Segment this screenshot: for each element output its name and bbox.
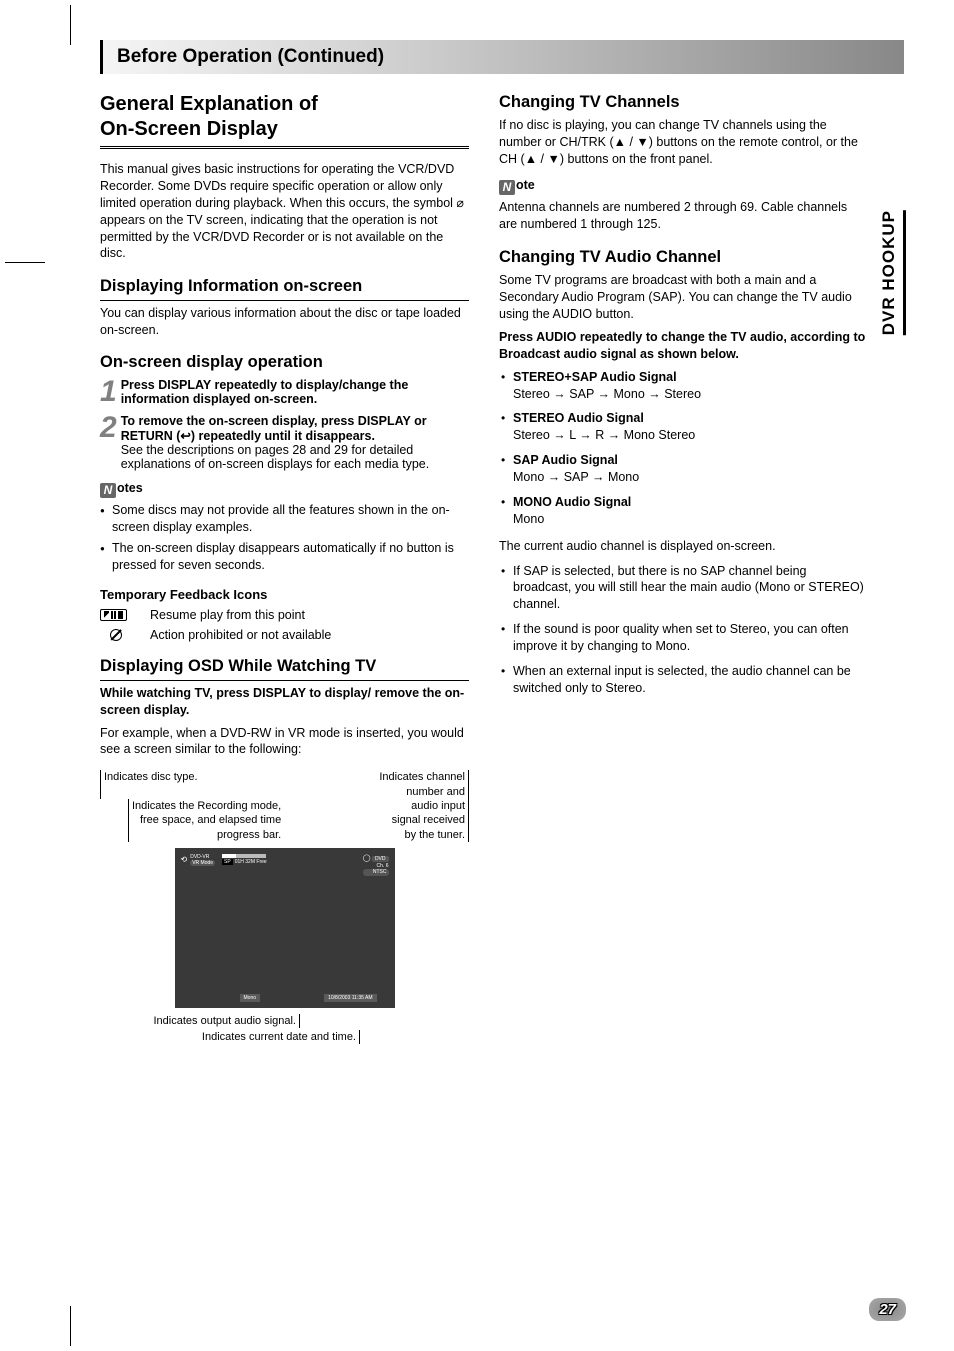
feedback-label: Resume play from this point [150, 608, 305, 622]
osd-sp: SP [222, 859, 233, 865]
audio-signal-list: STEREO+SAP Audio Signal Stereo → SAP → M… [499, 369, 868, 528]
osd-free: 01H 32M Free [235, 859, 267, 865]
txt: free space, and elapsed time [140, 814, 281, 826]
subheading-audio: Changing TV Audio Channel [499, 247, 868, 268]
left-column: General Explanation of On-Screen Display… [100, 92, 469, 1044]
osd-top-left: ⟲ DVD-VR VR Mode SP01H 32M Free [181, 854, 267, 866]
osd-ntsc: NTSC [363, 869, 389, 876]
content-columns: General Explanation of On-Screen Display… [100, 92, 904, 1044]
txt: progress bar. [217, 829, 281, 841]
txt: Indicates current date and time. [202, 1031, 356, 1043]
note-body: Antenna channels are numbered 2 through … [499, 199, 868, 233]
audio-intro: Some TV programs are broadcast with both… [499, 272, 868, 323]
osd-mono: Mono [240, 994, 261, 1002]
subheading-operation: On-screen display operation [100, 352, 469, 373]
txt: ) repeatedly until it disappears. [191, 429, 375, 443]
audio-note: If SAP is selected, but there is no SAP … [499, 563, 868, 614]
osd-screen: ⟲ DVD-VR VR Mode SP01H 32M Free ◯ DVD Ch… [175, 848, 395, 1008]
crop-mark [70, 1306, 71, 1346]
section-banner: Before Operation (Continued) [100, 40, 904, 74]
notes-suffix: otes [117, 481, 143, 495]
feedback-label: Action prohibited or not available [150, 628, 331, 642]
notes-list: Some discs may not provide all the featu… [100, 502, 469, 574]
signal-path: Mono [513, 512, 544, 526]
note-heading: Note [499, 178, 868, 195]
audio-notes-list: If SAP is selected, but there is no SAP … [499, 563, 868, 697]
note-icon: N [499, 180, 515, 195]
osd-body: For example, when a DVD-RW in VR mode is… [100, 725, 469, 759]
step-number-1: 1 [100, 378, 117, 405]
osd-dvd: DVD [372, 856, 389, 862]
signal-item: STEREO+SAP Audio Signal Stereo → SAP → M… [499, 369, 868, 403]
step-body: Press DISPLAY repeatedly to display/chan… [121, 378, 469, 406]
osd-label-disc: Indicates disc type. [100, 770, 198, 799]
signal-title: SAP Audio Signal [513, 453, 618, 467]
osd-disc-badge: DVD-VR [190, 854, 215, 860]
main-heading: General Explanation of On-Screen Display [100, 92, 469, 149]
osd-label-recmode: Indicates the Recording mode, free space… [128, 799, 281, 842]
osd-label-channel2: audio input signal received by the tuner… [392, 799, 469, 842]
prohibit-icon [100, 629, 150, 641]
intro-paragraph: This manual gives basic instructions for… [100, 161, 469, 262]
txt: by the tuner. [404, 829, 465, 841]
current-display: The current audio channel is displayed o… [499, 538, 868, 555]
step-1: 1 Press DISPLAY repeatedly to display/ch… [100, 378, 469, 406]
right-column: Changing TV Channels If no disc is playi… [499, 92, 868, 1044]
feedback-heading: Temporary Feedback Icons [100, 587, 469, 602]
audio-lead: Press AUDIO repeatedly to change the TV … [499, 329, 868, 363]
osd-diagram: Indicates disc type. Indicates channel n… [100, 770, 469, 1044]
tv-body: If no disc is playing, you can change TV… [499, 117, 868, 168]
osd-datetime: 10/8/2003 11:35 AM [324, 994, 376, 1002]
step-lead: To remove the on-screen display, press D… [121, 414, 427, 443]
feedback-prohibit: Action prohibited or not available [100, 628, 469, 642]
subheading-osd-tv: Displaying OSD While Watching TV [100, 656, 469, 680]
crop-mark [70, 5, 71, 45]
step-number-2: 2 [100, 414, 117, 441]
osd-mode-badge: VR Mode [190, 860, 215, 866]
osd-label-audio: Indicates output audio signal. [100, 1014, 300, 1028]
signal-item: MONO Audio Signal Mono [499, 494, 868, 528]
signal-item: STEREO Audio Signal Stereo → L → R → Mon… [499, 410, 868, 444]
signal-title: STEREO Audio Signal [513, 411, 644, 425]
step-text: Press DISPLAY repeatedly to display/chan… [121, 378, 409, 406]
signal-item: SAP Audio Signal Mono → SAP → Mono [499, 452, 868, 486]
txt: While watching TV, press DISPLAY to disp… [100, 686, 464, 717]
osd-top-right: ◯ DVD Ch. 6 NTSC [363, 854, 389, 876]
signal-path: Stereo → L → R → Mono Stereo [513, 428, 695, 442]
notes-heading: Notes [100, 481, 469, 498]
txt: Indicates the Recording mode, [132, 800, 281, 812]
osd-label-channel: Indicates channel number and [379, 770, 469, 799]
note-suffix: ote [516, 178, 535, 192]
signal-title: MONO Audio Signal [513, 495, 631, 509]
note-item: Some discs may not provide all the featu… [100, 502, 469, 536]
step-2: 2 To remove the on-screen display, press… [100, 414, 469, 471]
txt: Indicates output audio signal. [154, 1015, 297, 1027]
audio-note: If the sound is poor quality when set to… [499, 621, 868, 655]
note-icon: N [100, 483, 116, 498]
crop-mark [5, 262, 45, 263]
txt: Indicates channel [379, 771, 465, 783]
page-number: 27 [869, 1298, 906, 1321]
osd-label-datetime: Indicates current date and time. [100, 1030, 360, 1044]
feedback-resume: Resume play from this point [100, 608, 469, 622]
heading-line: On-Screen Display [100, 118, 278, 140]
audio-note: When an external input is selected, the … [499, 663, 868, 697]
signal-title: STEREO+SAP Audio Signal [513, 370, 677, 384]
txt: signal received [392, 814, 465, 826]
signal-path: Mono → SAP → Mono [513, 470, 639, 484]
signal-path: Stereo → SAP → Mono → Stereo [513, 387, 701, 401]
subheading-tv-channels: Changing TV Channels [499, 92, 868, 113]
note-item: The on-screen display disappears automat… [100, 540, 469, 574]
displaying-body: You can display various information abou… [100, 305, 469, 339]
txt: number and [406, 786, 465, 798]
heading-line: General Explanation of [100, 93, 318, 115]
osd-lead: While watching TV, press DISPLAY to disp… [100, 685, 469, 719]
resume-icon [100, 609, 150, 621]
step-detail: See the descriptions on pages 28 and 29 … [121, 443, 469, 471]
txt: Indicates disc type. [104, 771, 198, 783]
subheading-displaying: Displaying Information on-screen [100, 276, 469, 300]
txt: audio input [411, 800, 465, 812]
step-body: To remove the on-screen display, press D… [121, 414, 469, 471]
side-tab: DVR HOOKUP [879, 210, 906, 335]
